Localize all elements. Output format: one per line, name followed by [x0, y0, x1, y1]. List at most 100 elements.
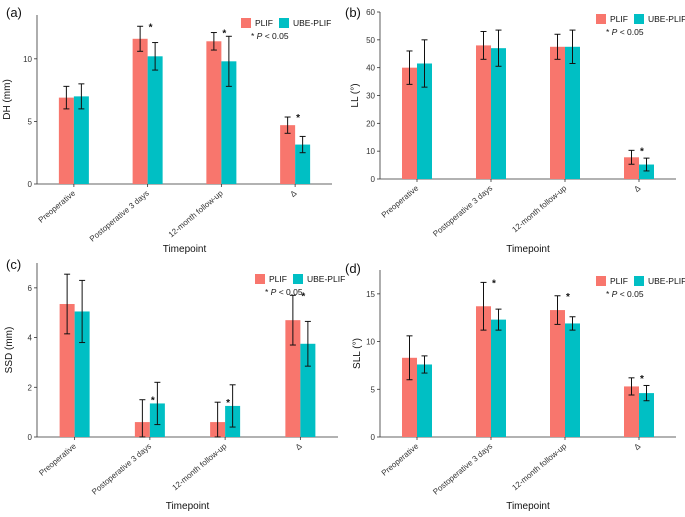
- bar-ube-plif: [221, 61, 237, 184]
- bar-plif: [58, 97, 74, 184]
- sig-star: *: [265, 287, 271, 297]
- chart-panel-2: 0 2 4 6 Preoperative * Postoperative 3 days * 12…: [4, 257, 345, 512]
- x-tick-label: Δ: [632, 183, 642, 194]
- x-tick-label: Postoperative 3 days: [431, 184, 494, 239]
- significance-star: *: [301, 291, 305, 302]
- legend-swatch-plif: [255, 274, 265, 284]
- y-axis-title: SLL (°): [352, 338, 363, 369]
- chart-panel-3: 0 5 10 15 Preoperative * Postoperative 3 days *…: [345, 261, 685, 512]
- panel-label: (a): [6, 5, 22, 20]
- significance-star: *: [640, 374, 644, 385]
- sig-threshold: < 0.05: [262, 31, 289, 41]
- y-tick-label: 15: [366, 290, 375, 299]
- bar-ube-plif: [565, 46, 580, 179]
- y-tick-label: 50: [366, 36, 375, 45]
- x-tick-label: Δ: [289, 188, 299, 199]
- bar-plif: [402, 357, 417, 437]
- x-tick-label: Δ: [632, 441, 642, 452]
- sig-threshold: < 0.05: [617, 289, 644, 299]
- significance-star: *: [492, 278, 496, 289]
- bar-ube-plif: [491, 48, 506, 179]
- panel-label: (b): [345, 5, 361, 20]
- x-tick-label: 12-month follow-up: [170, 441, 228, 492]
- significance-star: *: [149, 22, 153, 33]
- chart-panel-1: 0 10 20 30 40 50 60 Preoperative Postoperative 3…: [345, 5, 685, 255]
- bar-ube-plif: [639, 164, 654, 179]
- chart-panel-0: 0 5 10 Preoperative * Postoperative 3 days * 12…: [2, 5, 332, 255]
- bar-ube-plif: [295, 144, 311, 184]
- bar-plif: [59, 304, 75, 437]
- x-tick-label: Postoperative 3 days: [431, 442, 494, 497]
- significance-star: *: [226, 398, 230, 409]
- legend-significance: * P < 0.05: [265, 287, 303, 297]
- y-tick-label: 20: [366, 119, 375, 128]
- y-tick-label: 0: [371, 175, 376, 184]
- bar-plif: [206, 41, 222, 185]
- y-axis-title: LL (°): [350, 83, 361, 107]
- y-axis-title: SSD (mm): [4, 327, 15, 374]
- significance-star: *: [566, 292, 570, 303]
- significance-star: *: [222, 29, 226, 40]
- y-tick-label: 6: [28, 284, 33, 293]
- y-tick-label: 10: [23, 55, 32, 64]
- y-tick-label: 2: [28, 383, 33, 392]
- y-tick-label: 60: [366, 8, 375, 17]
- bar-ube-plif: [74, 311, 90, 437]
- bar-ube-plif: [73, 96, 89, 184]
- x-tick-label: 12-month follow-up: [510, 183, 568, 234]
- bar-plif: [624, 157, 639, 179]
- x-tick-label: Postoperative 3 days: [88, 189, 151, 244]
- bar-plif: [402, 67, 417, 179]
- legend-label-ube-plif: UBE-PLIF: [307, 274, 345, 284]
- legend-label-ube-plif: UBE-PLIF: [648, 276, 685, 286]
- bar-plif: [476, 45, 491, 180]
- legend-significance: * P < 0.05: [606, 27, 644, 37]
- significance-star: *: [151, 396, 155, 407]
- bar-plif: [132, 38, 148, 184]
- sig-threshold: < 0.05: [617, 27, 644, 37]
- sig-star: *: [251, 31, 257, 41]
- x-axis-title: Timepoint: [166, 501, 210, 512]
- bar-plif: [550, 310, 565, 437]
- bar-ube-plif: [147, 56, 163, 184]
- x-tick-label: 12-month follow-up: [167, 188, 225, 239]
- bar-plif: [550, 46, 565, 179]
- x-tick-label: Preoperative: [380, 441, 421, 477]
- bar-ube-plif: [639, 393, 654, 437]
- sig-threshold: < 0.05: [276, 287, 303, 297]
- y-tick-label: 5: [371, 385, 376, 394]
- x-tick-label: Postoperative 3 days: [90, 442, 153, 497]
- x-tick-label: Preoperative: [37, 441, 78, 477]
- legend-swatch-ube-plif: [634, 276, 644, 286]
- bar-ube-plif: [417, 63, 432, 179]
- legend-label-ube-plif: UBE-PLIF: [293, 18, 331, 28]
- x-tick-label: Preoperative: [380, 183, 421, 219]
- legend: PLIF UBE-PLIF * P < 0.05: [596, 14, 685, 37]
- sig-p: P: [271, 287, 277, 297]
- legend-swatch-plif: [596, 276, 606, 286]
- y-tick-label: 4: [28, 334, 33, 343]
- y-tick-label: 0: [28, 180, 33, 189]
- legend-significance: * P < 0.05: [251, 31, 289, 41]
- panel-label: (c): [6, 257, 21, 272]
- legend: PLIF UBE-PLIF * P < 0.05: [255, 274, 345, 297]
- x-tick-label: 12-month follow-up: [510, 441, 568, 492]
- y-tick-label: 0: [371, 433, 376, 442]
- x-tick-label: Preoperative: [37, 188, 78, 224]
- legend: PLIF UBE-PLIF * P < 0.05: [241, 18, 331, 41]
- legend: PLIF UBE-PLIF * P < 0.05: [596, 276, 685, 299]
- x-axis-title: Timepoint: [506, 501, 550, 512]
- bar-plif: [280, 125, 296, 184]
- legend-swatch-plif: [241, 18, 251, 28]
- legend-label-plif: PLIF: [269, 274, 287, 284]
- x-axis-title: Timepoint: [506, 244, 550, 255]
- legend-label-ube-plif: UBE-PLIF: [648, 14, 685, 24]
- bar-ube-plif: [565, 323, 580, 437]
- bar-plif: [285, 320, 301, 437]
- y-tick-label: 5: [28, 117, 33, 126]
- bar-ube-plif: [491, 319, 506, 437]
- bar-plif: [624, 386, 639, 437]
- bar-ube-plif: [417, 364, 432, 437]
